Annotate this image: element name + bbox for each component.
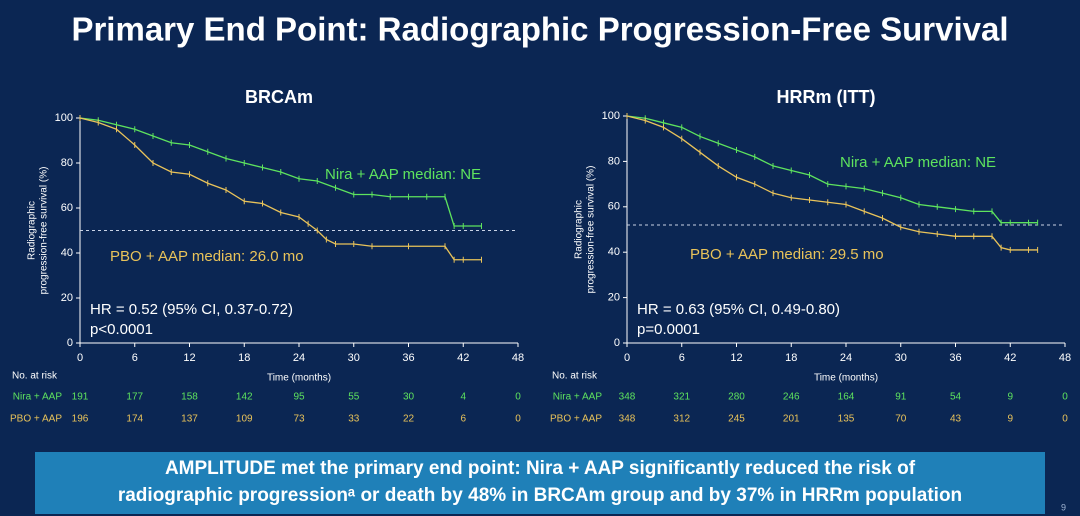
at-risk-value: 245 [728, 414, 745, 425]
chart-title: BRCAm [245, 87, 313, 107]
annotation: p=0.0001 [637, 321, 700, 338]
x-tick-label: 0 [624, 352, 630, 364]
annotation: HR = 0.52 (95% CI, 0.37-0.72) [90, 301, 293, 318]
y-tick-label: 80 [608, 155, 620, 167]
y-tick-label: 60 [61, 202, 73, 214]
y-axis-label: Radiographic [574, 200, 585, 259]
survival-curve [79, 117, 482, 227]
y-tick-label: 100 [602, 110, 620, 122]
y-tick-label: 0 [67, 337, 73, 349]
y-tick-label: 60 [608, 201, 620, 213]
x-tick-label: 0 [77, 352, 83, 364]
at-risk-row-name: Nira + AAP [553, 392, 603, 403]
slide-title: Primary End Point: Radiographic Progress… [71, 11, 1008, 48]
at-risk-value: 348 [619, 414, 636, 425]
annotation: Nira + AAP median: NE [840, 154, 996, 171]
footer-box [35, 452, 1045, 514]
page-number: 9 [1061, 502, 1066, 512]
at-risk-value: 9 [1007, 414, 1013, 425]
y-axis-label: progression-free survival (%) [39, 167, 50, 295]
y-tick-label: 0 [614, 337, 620, 349]
y-tick-label: 40 [61, 247, 73, 259]
at-risk-value: 55 [348, 392, 360, 403]
at-risk-value: 135 [838, 414, 855, 425]
at-risk-value: 70 [895, 414, 907, 425]
at-risk-value: 312 [673, 414, 690, 425]
survival-curve [79, 117, 482, 261]
x-tick-label: 42 [1004, 352, 1016, 364]
x-tick-label: 12 [183, 352, 195, 364]
annotation: Nira + AAP median: NE [325, 166, 481, 183]
at-risk-row-name: Nira + AAP [13, 392, 63, 403]
footer-text: radiographic progressionᵃ or death by 48… [118, 485, 962, 506]
at-risk-value: 196 [72, 414, 89, 425]
at-risk-value: 4 [460, 392, 466, 403]
x-tick-label: 30 [895, 352, 907, 364]
at-risk-value: 201 [783, 414, 800, 425]
at-risk-value: 191 [72, 392, 89, 403]
at-risk-value: 95 [293, 392, 305, 403]
y-axis-label: progression-free survival (%) [586, 166, 597, 294]
at-risk-value: 109 [236, 414, 253, 425]
at-risk-value: 91 [895, 392, 907, 403]
x-tick-label: 6 [132, 352, 138, 364]
x-axis-label: Time (months) [267, 373, 331, 384]
at-risk-value: 0 [1062, 392, 1068, 403]
x-tick-label: 18 [785, 352, 797, 364]
y-tick-label: 20 [61, 292, 73, 304]
at-risk-value: 177 [126, 392, 143, 403]
x-axis-label: Time (months) [814, 373, 878, 384]
annotation: PBO + AAP median: 29.5 mo [690, 246, 884, 263]
y-axis-label: Radiographic [27, 201, 38, 260]
footer-text: AMPLITUDE met the primary end point: Nir… [165, 458, 916, 479]
x-tick-label: 48 [1059, 352, 1071, 364]
at-risk-value: 246 [783, 392, 800, 403]
at-risk-row-name: PBO + AAP [10, 414, 62, 425]
x-tick-label: 6 [679, 352, 685, 364]
at-risk-value: 0 [515, 392, 521, 403]
y-tick-label: 20 [608, 292, 620, 304]
x-tick-label: 36 [949, 352, 961, 364]
at-risk-label: No. at risk [12, 371, 58, 382]
at-risk-value: 6 [460, 414, 466, 425]
at-risk-value: 0 [1062, 414, 1068, 425]
at-risk-value: 280 [728, 392, 745, 403]
at-risk-value: 33 [348, 414, 360, 425]
at-risk-value: 321 [673, 392, 690, 403]
at-risk-value: 174 [126, 414, 143, 425]
x-tick-label: 18 [238, 352, 250, 364]
at-risk-value: 0 [515, 414, 521, 425]
at-risk-value: 164 [838, 392, 855, 403]
annotation: HR = 0.63 (95% CI, 0.49-0.80) [637, 301, 840, 318]
x-tick-label: 48 [512, 352, 524, 364]
annotation: p<0.0001 [90, 321, 153, 338]
at-risk-value: 54 [950, 392, 962, 403]
y-tick-label: 100 [55, 112, 73, 124]
at-risk-value: 137 [181, 414, 198, 425]
at-risk-row-name: PBO + AAP [550, 414, 602, 425]
at-risk-value: 9 [1007, 392, 1013, 403]
chart-title: HRRm (ITT) [777, 87, 876, 107]
y-tick-label: 40 [608, 246, 620, 258]
y-tick-label: 80 [61, 157, 73, 169]
at-risk-value: 348 [619, 392, 636, 403]
at-risk-value: 22 [403, 414, 415, 425]
at-risk-label: No. at risk [552, 371, 598, 382]
annotation: PBO + AAP median: 26.0 mo [110, 248, 304, 265]
x-tick-label: 12 [730, 352, 742, 364]
at-risk-value: 73 [293, 414, 305, 425]
x-tick-label: 30 [348, 352, 360, 364]
x-tick-label: 42 [457, 352, 469, 364]
at-risk-value: 30 [403, 392, 415, 403]
at-risk-value: 142 [236, 392, 253, 403]
x-tick-label: 36 [402, 352, 414, 364]
at-risk-value: 158 [181, 392, 198, 403]
x-tick-label: 24 [293, 352, 305, 364]
x-tick-label: 24 [840, 352, 852, 364]
at-risk-value: 43 [950, 414, 962, 425]
